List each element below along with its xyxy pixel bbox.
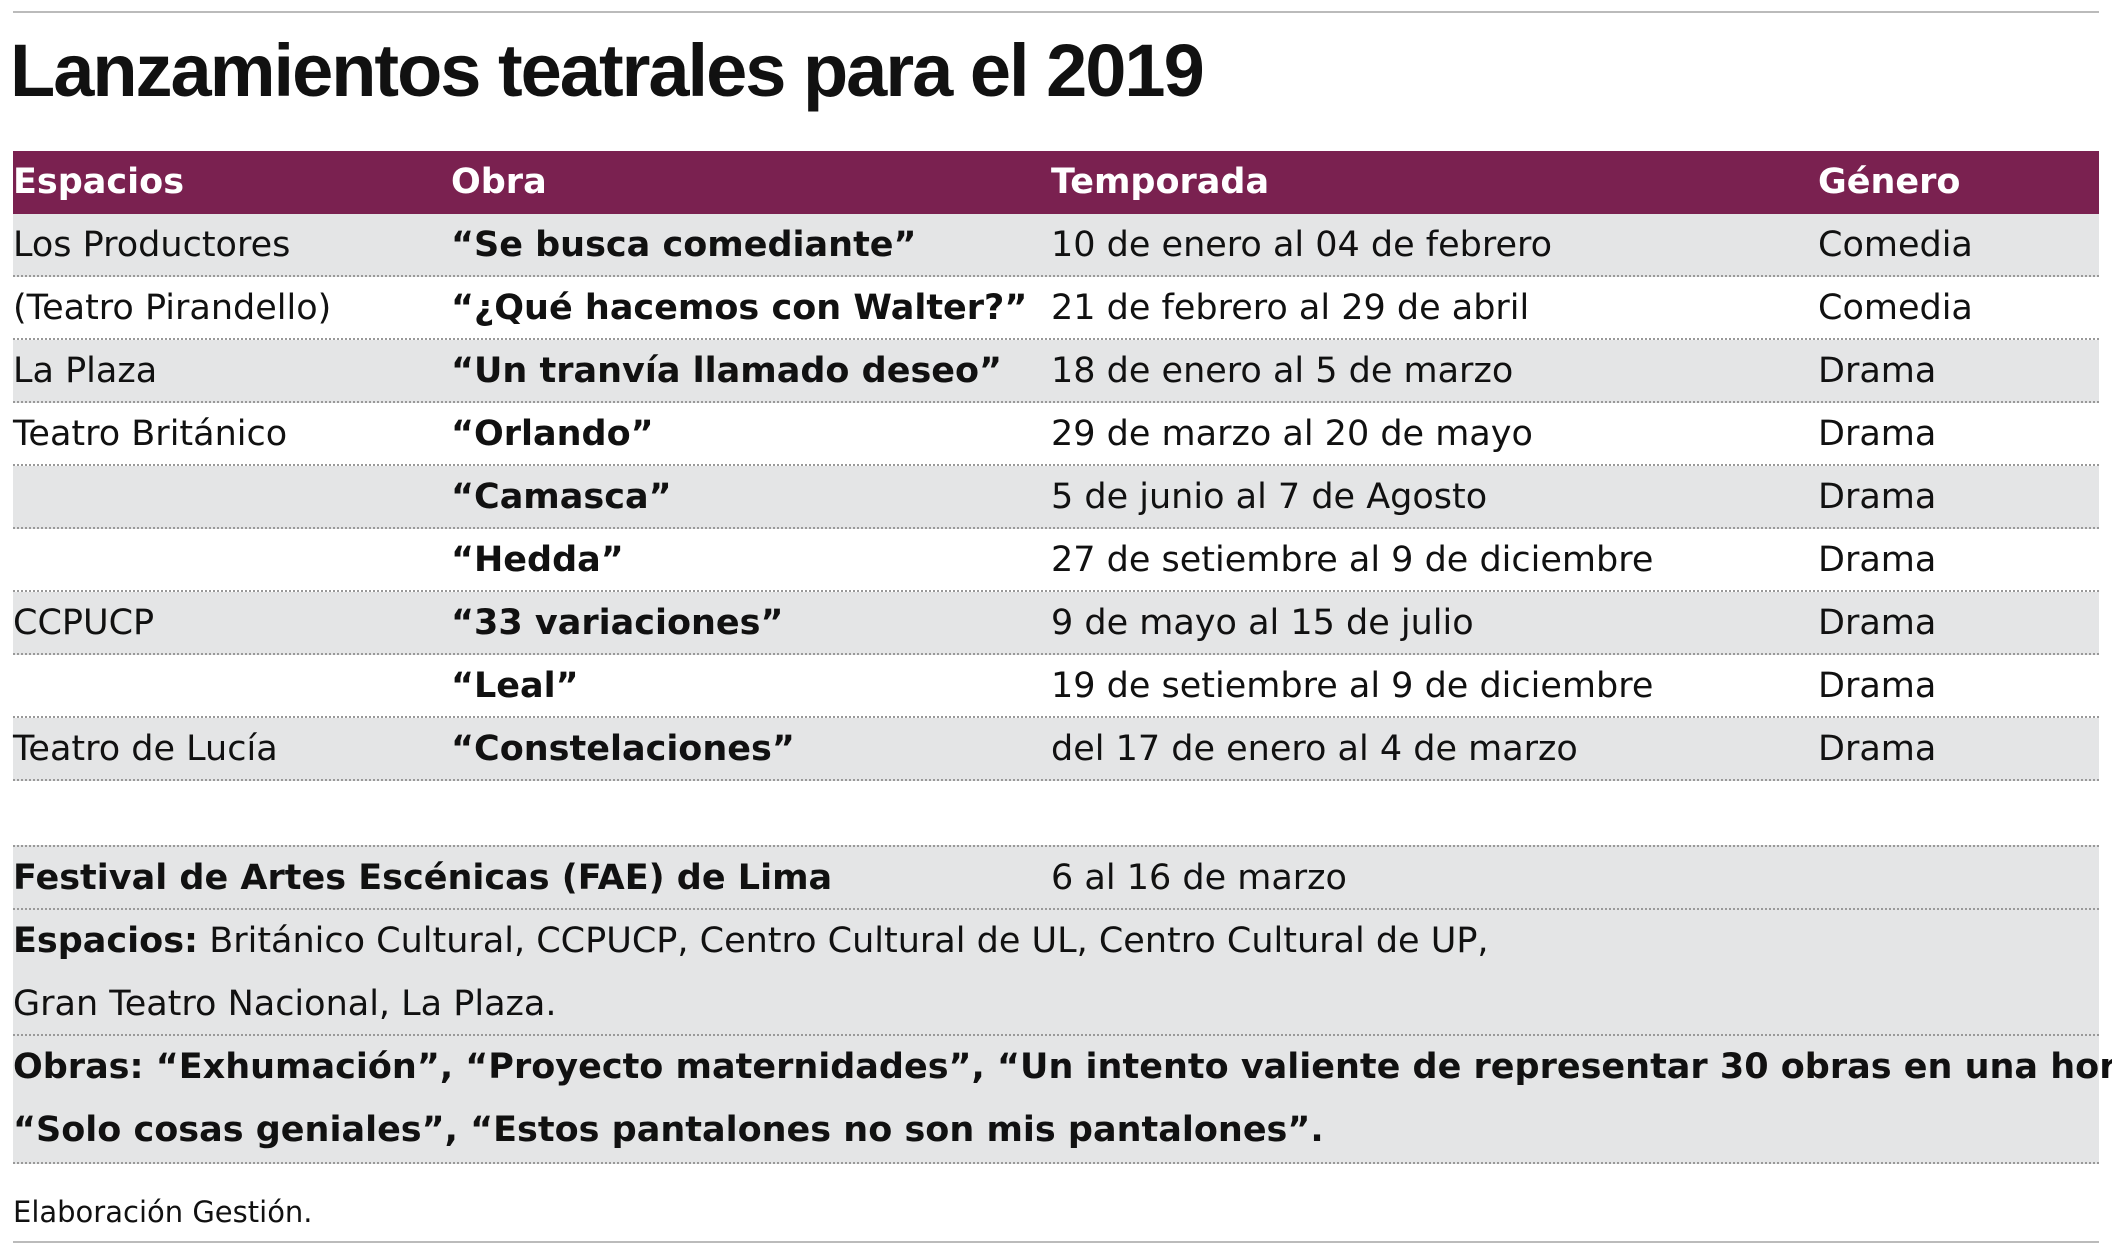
- header-row: Espacios Obra Temporada Género: [13, 151, 2099, 214]
- espacios-text: Gran Teatro Nacional, La Plaza.: [13, 984, 557, 1024]
- obras-label: Obras:: [13, 1047, 144, 1087]
- espacios-label: Espacios:: [13, 921, 199, 961]
- table-cell: Teatro Británico: [13, 414, 288, 454]
- espacios-text: Británico Cultural, CCPUCP, Centro Cultu…: [209, 921, 1489, 961]
- obras-line: Obras: “Exhumación”, “Proyecto maternida…: [13, 1036, 2112, 1099]
- obras-text: “Solo cosas geniales”, “Estos pantalones…: [13, 1110, 1324, 1150]
- table-cell: Los Productores: [13, 225, 291, 265]
- table-cell: 9 de mayo al 15 de julio: [1051, 603, 1474, 643]
- table-cell: CCPUCP: [13, 603, 155, 643]
- table-row: “Leal” 19 de setiembre al 9 de diciembre D…: [13, 655, 2099, 718]
- table-cell: “Leal”: [451, 666, 579, 706]
- table-cell: Comedia: [1818, 288, 1973, 328]
- table-cell: 19 de setiembre al 9 de diciembre: [1051, 666, 1654, 706]
- obras-line: “Solo cosas geniales”, “Estos pantalones…: [13, 1099, 2099, 1162]
- table-row: La Plaza “Un tranvía llamado deseo” 18 de …: [13, 340, 2099, 403]
- table-cell: (Teatro Pirandello): [13, 288, 332, 328]
- table-cell: Drama: [1818, 477, 1937, 517]
- table-cell: “Camasca”: [451, 477, 672, 517]
- table: Espacios Obra Temporada Género Los Productor…: [13, 151, 2099, 781]
- festival-block: Festival de Artes Escénicas (FAE) de Lim…: [13, 845, 2112, 1164]
- table-cell: Drama: [1818, 414, 1937, 454]
- header-cell: Obra: [451, 162, 547, 202]
- table-cell: Teatro de Lucía: [13, 729, 278, 769]
- table-cell: del 17 de enero al 4 de marzo: [1051, 729, 1578, 769]
- obras-text: “Exhumación”, “Proyecto maternidades”, “…: [155, 1047, 2112, 1087]
- festival-name: Festival de Artes Escénicas (FAE) de Lim…: [13, 858, 833, 898]
- title: Lanzamientos teatrales para el 2019: [10, 29, 1205, 112]
- table-row: Teatro Británico “Orlando” 29 de marzo al …: [13, 403, 2099, 466]
- table-cell: “¿Qué hacemos con Walter?”: [451, 288, 1028, 328]
- table-cell: Drama: [1818, 540, 1937, 580]
- espacios-line: Gran Teatro Nacional, La Plaza.: [13, 973, 2099, 1036]
- top-rule: [13, 11, 2099, 13]
- table-cell: Drama: [1818, 729, 1937, 769]
- espacios-line: Espacios: Británico Cultural, CCPUCP, Ce…: [13, 910, 2099, 973]
- source: Elaboración Gestión.: [13, 1195, 313, 1229]
- header-cell: Género: [1818, 162, 1961, 202]
- bottom-rule: [13, 1241, 2099, 1243]
- table-cell: 5 de junio al 7 de Agosto: [1051, 477, 1488, 517]
- table-cell: “Un tranvía llamado deseo”: [451, 351, 1003, 391]
- table-cell: “Constelaciones”: [451, 729, 795, 769]
- table-cell: 10 de enero al 04 de febrero: [1051, 225, 1553, 265]
- header-cell: Espacios: [13, 162, 185, 202]
- table-cell: Drama: [1818, 351, 1937, 391]
- table-cell: La Plaza: [13, 351, 158, 391]
- table-row: Teatro de Lucía “Constelaciones” del 17 de…: [13, 718, 2099, 781]
- table-cell: Drama: [1818, 666, 1937, 706]
- table-cell: “Orlando”: [451, 414, 654, 454]
- table-cell: 21 de febrero al 29 de abril: [1051, 288, 1530, 328]
- festival-dates: 6 al 16 de marzo: [1051, 858, 1347, 898]
- table-row: Los Productores “Se busca comediante” 10 d…: [13, 214, 2099, 277]
- festival-row: Festival de Artes Escénicas (FAE) de Lim…: [13, 847, 2099, 910]
- table-cell: 27 de setiembre al 9 de diciembre: [1051, 540, 1654, 580]
- table-cell: “Se busca comediante”: [451, 225, 917, 265]
- table-row: “Camasca” 5 de junio al 7 de Agosto Drama: [13, 466, 2099, 529]
- table-cell: “33 variaciones”: [451, 603, 784, 643]
- table-cell: “Hedda”: [451, 540, 624, 580]
- table-cell: Drama: [1818, 603, 1937, 643]
- table-row: CCPUCP “33 variaciones” 9 de mayo al 15 de…: [13, 592, 2099, 655]
- table-cell: 29 de marzo al 20 de mayo: [1051, 414, 1533, 454]
- table-row: (Teatro Pirandello) “¿Qué hacemos con Wal…: [13, 277, 2099, 340]
- table-cell: Comedia: [1818, 225, 1973, 265]
- table-cell: 18 de enero al 5 de marzo: [1051, 351, 1514, 391]
- table-row: “Hedda” 27 de setiembre al 9 de diciembre…: [13, 529, 2099, 592]
- header-cell: Temporada: [1051, 162, 1270, 202]
